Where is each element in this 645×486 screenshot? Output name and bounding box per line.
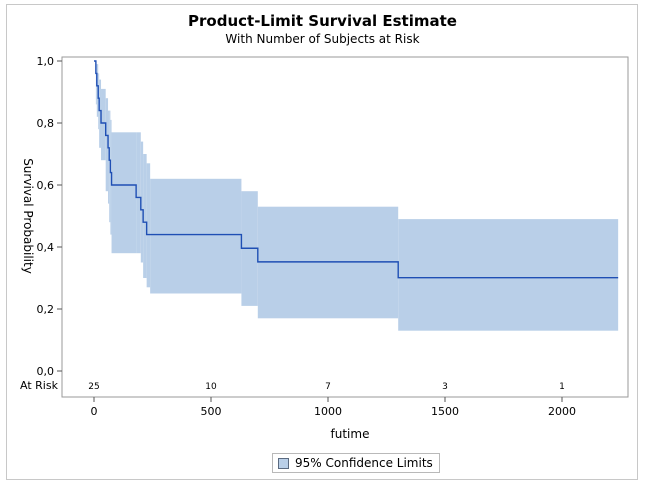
survival-curve-layer — [94, 60, 619, 279]
at-risk-table: At Risk 25 10 7 3 1 — [20, 379, 565, 392]
plot-area — [61, 56, 629, 398]
confidence-band-segment — [105, 98, 109, 192]
confidence-band-segment — [136, 132, 141, 254]
at-risk-count: 25 — [88, 382, 99, 392]
survival-curve — [94, 60, 619, 279]
y-tick-label: 0,4 — [37, 241, 55, 254]
at-risk-label: At Risk — [20, 379, 59, 392]
confidence-band-segment — [111, 132, 137, 254]
at-risk-count: 10 — [205, 382, 217, 392]
x-tick-label: 2000 — [548, 405, 576, 418]
y-axis-label: Survival Probability — [21, 158, 35, 274]
at-risk-count: 3 — [442, 382, 448, 392]
y-axis: 0,0 0,2 0,4 0,6 0,8 1,0 — [37, 55, 62, 378]
y-tick-label: 1,0 — [37, 55, 55, 68]
y-tick-label: 0,2 — [37, 303, 55, 316]
confidence-band-segment — [96, 64, 99, 117]
at-risk-count: 1 — [559, 382, 565, 392]
confidence-band-segment — [398, 219, 619, 331]
x-tick-label: 1000 — [314, 405, 342, 418]
confidence-band-segment — [101, 88, 106, 161]
confidence-band-segment — [99, 79, 102, 148]
legend-label: 95% Confidence Limits — [295, 456, 433, 470]
y-tick-label: 0,8 — [37, 117, 55, 130]
legend: 95% Confidence Limits — [272, 453, 440, 473]
y-tick-label: 0,6 — [37, 179, 55, 192]
y-tick-label: 0,0 — [37, 365, 55, 378]
x-tick-label: 0 — [91, 405, 98, 418]
at-risk-count: 7 — [325, 382, 331, 392]
x-axis-label: futime — [331, 427, 370, 441]
chart-title: Product-Limit Survival Estimate — [188, 12, 457, 30]
x-tick-label: 500 — [201, 405, 222, 418]
confidence-band-segment — [150, 178, 242, 294]
chart-subtitle: With Number of Subjects at Risk — [225, 32, 420, 46]
confidence-band-layer — [95, 64, 619, 331]
confidence-band-segment — [140, 141, 144, 263]
confidence-band-segment — [146, 163, 151, 288]
legend-swatch — [278, 457, 289, 469]
x-axis: 0 500 1000 1500 2000 — [91, 397, 576, 418]
confidence-band-segment — [143, 154, 147, 278]
x-tick-label: 1500 — [431, 405, 459, 418]
